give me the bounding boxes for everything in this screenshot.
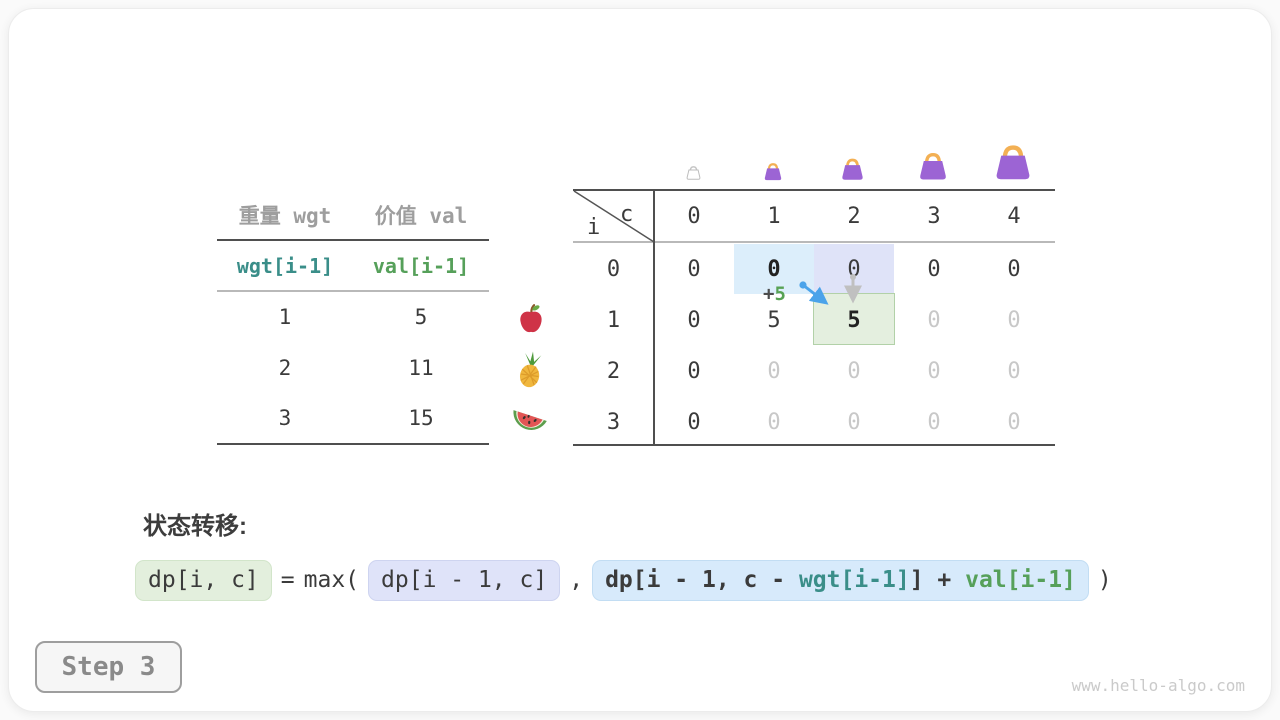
apple-icon [520,304,542,333]
row-header-0: 0 [606,257,621,282]
formula-equals: = [280,567,295,594]
formula-arg2-val: val[i-1] [965,567,1076,593]
arrow-down-gray [844,274,862,304]
dp-column-headers: 0 1 2 3 4 [654,191,1054,242]
dp-cell-1-2: 5 [847,308,861,333]
items-table-row-2: 2 11 [217,342,489,393]
formula-arg2-wgt: wgt[i-1] [798,567,910,593]
state-transition-formula: dp[i, c] = max( dp[i - 1, c] , dp[i - 1,… [135,560,1112,601]
dp-cell-2-1: 0 [767,359,781,384]
dp-cell-3-4: 0 [1007,410,1021,435]
dp-cell-3-1: 0 [767,410,781,435]
corner-row-var: i [587,215,601,240]
dp-cell-2-3: 0 [927,359,941,384]
dp-cell-0-3: 0 [927,257,941,282]
col-header-3: 3 [927,204,941,229]
bag-xs-icon [764,163,782,181]
col-header-4: 4 [1007,204,1021,229]
dp-row-headers: 0 1 2 3 [573,244,654,448]
col-header-1: 1 [767,204,781,229]
item2-value: 11 [408,355,434,380]
items-table-index-row: wgt[i-1] val[i-1] [217,242,489,290]
dp-table-rule-header [573,241,1055,243]
bag-sm-icon [842,158,863,180]
corner-diagonal-line [573,190,655,243]
items-table-row-1: 1 5 [217,291,489,342]
row-header-2: 2 [606,359,621,384]
gain-annotation: +5 [763,283,786,305]
dp-cell-1-0: 0 [687,308,701,333]
items-table-rule-mid [217,290,489,292]
formula-comma: , [569,567,584,594]
wgt-index-label: wgt[i-1] [236,254,334,278]
dp-cell-2-4: 0 [1007,359,1021,384]
dp-cell-3-2: 0 [847,410,861,435]
dp-table-rule-vertical [653,190,655,446]
step-badge[interactable]: Step 3 [35,641,182,693]
col-header-0: 0 [687,204,701,229]
transition-arrows [799,274,862,305]
items-table-row-3: 3 15 [217,393,489,443]
gain-plus-sign: + [763,283,775,305]
dp-cell-1-4: 0 [1007,308,1021,333]
items-table-rule-bottom [217,443,489,445]
items-table-header: 重量 wgt 价值 val [217,190,489,240]
dp-cell-2-2: 0 [847,359,861,384]
item1-weight: 1 [278,304,292,329]
pineapple-icon [519,351,542,388]
row-header-1: 1 [606,308,621,333]
dp-table-rule-bottom [573,444,1055,446]
gain-value: 5 [774,283,786,305]
items-header-weight: 重量 wgt [238,204,332,228]
dp-table-rule-top [573,189,1055,191]
bag-lg-icon [996,145,1030,180]
dp-cell-0-1: 0 [767,257,781,282]
corner-col-var: c [620,202,634,227]
formula-arg2-pill: dp[i - 1, c - wgt[i-1]] + val[i-1] [592,560,1089,601]
arrow-diagonal-blue [799,281,829,305]
dp-cell-1-1: 5 [767,308,781,333]
bag-ghost-icon [686,166,701,180]
items-table-rule-top [217,239,489,241]
bag-md-icon [920,152,946,180]
dp-cell-2-0: 0 [687,359,701,384]
watermark-url: www.hello-algo.com [1071,676,1245,695]
val-index-label: val[i-1] [372,254,470,278]
formula-arg2-mid: ] + [909,567,966,593]
col-header-2: 2 [847,204,861,229]
formula-arg1-pill: dp[i - 1, c] [368,560,561,601]
item3-value: 15 [408,406,434,430]
formula-close-paren: ) [1097,567,1112,594]
dp-cell-3-3: 0 [927,410,941,435]
item2-weight: 2 [278,355,292,380]
formula-lhs-pill: dp[i, c] [135,560,272,601]
dp-cell-1-3: 0 [927,308,941,333]
dp-cell-3-0: 0 [687,410,701,435]
state-transition-heading: 状态转移: [143,513,247,540]
dp-cell-0-4: 0 [1007,257,1021,282]
watermelon-icon [513,410,547,430]
dp-value-grid: 0 0 0 0 0 0 5 5 0 0 0 0 0 0 0 0 0 0 0 0 [654,244,1054,448]
item3-weight: 3 [278,406,292,430]
item1-value: 5 [414,304,428,329]
formula-arg2-dp: dp[i - 1, c - [605,567,799,593]
items-header-value: 价值 val [374,204,468,228]
row-header-3: 3 [606,410,621,435]
formula-max-open: max( [303,567,360,594]
dp-cell-0-0: 0 [687,257,701,282]
